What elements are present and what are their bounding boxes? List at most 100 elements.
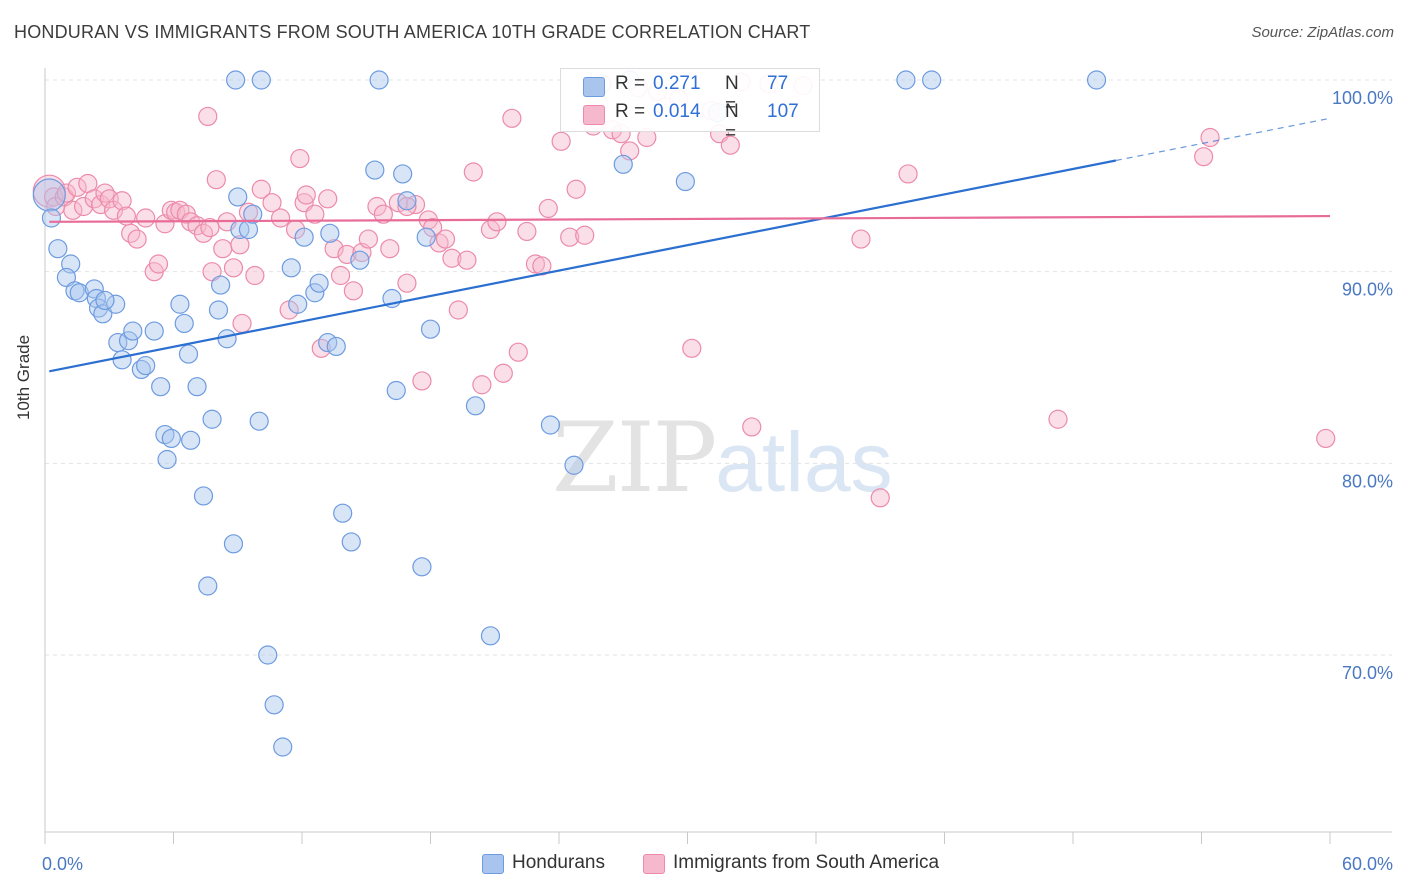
immigrant-point [1194,147,1214,167]
immigrant-point [198,106,218,127]
honduran-point [217,329,237,349]
honduran-point [273,737,293,757]
honduran-point [174,313,194,334]
honduran-point [243,204,263,224]
chart-title: HONDURAN VS IMMIGRANTS FROM SOUTH AMERIC… [14,22,811,42]
immigrant-point [502,108,522,128]
honduran-point [365,160,385,180]
honduran-point [281,258,301,278]
immigrant-point [136,208,156,228]
immigrant-point [230,235,250,255]
y-tick-label: 90.0% [1342,280,1393,300]
x-tick-label: 0.0% [42,854,83,874]
honduran-point [249,411,269,431]
honduran-point [294,227,314,247]
honduran-point [161,428,181,449]
immigrant-point [251,179,271,199]
honduran-point [202,409,222,429]
honduran-point [151,377,171,397]
honduran-point [288,294,308,314]
honduran-point [480,626,501,646]
honduran-point [386,380,406,401]
x-tick-label: 60.0% [1342,854,1393,874]
immigrant-point [560,227,580,247]
immigrant-point [232,313,252,334]
honduran-point [106,294,126,314]
n-value: 77 [767,73,789,94]
immigrant-point [206,170,226,190]
immigrant-point [551,131,571,151]
immigrant-point [373,204,393,224]
immigrant-point [343,281,363,301]
immigrant-point [213,239,233,259]
immigrant-point [397,273,417,293]
honduran-point [251,70,271,90]
honduran-point [181,430,201,450]
immigrant-point [448,300,468,320]
honduran-point [228,187,248,207]
immigrant-point [43,187,64,207]
honduran-point [208,300,229,320]
immigrant-point [223,258,244,278]
legend-swatch-immigrants [643,854,665,874]
immigrant-point [1200,127,1220,148]
r-value: 0.014 [653,101,701,122]
honduran-point [465,396,486,416]
immigrant-point [1048,409,1068,429]
immigrant-point [435,229,456,249]
immigrant-trend-line [49,214,1331,223]
honduran-trend-extension [1115,117,1331,162]
honduran-point [144,321,164,341]
honduran-point [333,503,353,523]
immigrant-point [330,265,351,286]
immigrant-point [493,363,513,383]
honduran-point [187,377,207,397]
immigrant-point [682,338,702,358]
immigrant-point [262,193,282,213]
honduran-point [32,178,66,212]
immigrant-point [457,250,477,270]
stats-legend: R = 0.271 N = 77 R = 0.014 N = 107 [560,68,820,144]
honduran-point [309,273,329,293]
legend-swatch-immigrants [583,105,605,125]
honduran-point [326,336,346,357]
honduran-point [397,191,417,211]
legend-label-immigrants: Immigrants from South America [673,852,940,873]
honduran-point [412,557,432,577]
honduran-point [369,70,389,90]
immigrant-point [112,191,132,211]
immigrant-point [127,229,147,249]
immigrant-point [566,179,586,199]
y-tick-label: 70.0% [1342,663,1393,683]
legend-label-hondurans: Hondurans [512,852,605,873]
immigrant-point [508,342,528,362]
honduran-point [264,695,284,715]
honduran-point [157,449,177,470]
honduran-point [112,350,132,370]
n-label: N = [725,101,739,144]
honduran-point [420,319,441,339]
immigrant-point [63,200,83,220]
y-tick-label: 100.0% [1332,88,1393,108]
honduran-point [675,171,695,192]
immigrant-point [463,162,483,182]
immigrant-point [296,185,316,205]
legend-swatch-hondurans [583,77,605,97]
honduran-point [613,154,633,174]
y-tick-label: 80.0% [1342,471,1393,491]
immigrant-point [442,248,462,268]
immigrant-point [1316,428,1336,449]
honduran-point [95,290,115,311]
r-label: R = [615,101,646,122]
honduran-point [320,223,340,243]
immigrant-point [367,196,387,217]
honduran-point [341,532,361,552]
honduran-point [178,344,199,364]
immigrant-point [148,254,169,274]
immigrant-point [245,265,265,286]
honduran-point [258,645,278,665]
honduran-point [896,70,916,90]
honduran-point [193,486,214,506]
n-value: 107 [767,101,799,122]
